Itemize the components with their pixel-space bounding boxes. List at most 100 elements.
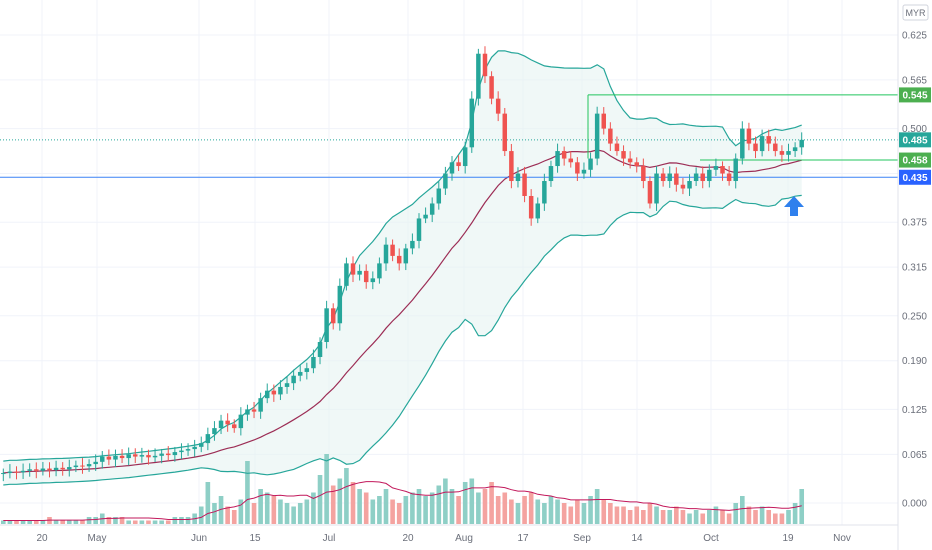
volume-bar: [304, 499, 310, 524]
y-tick-label: 0.625: [902, 31, 927, 42]
arrow-shape: [784, 196, 804, 216]
candle-body: [608, 128, 613, 144]
candle-body: [245, 409, 250, 415]
candle-body: [680, 184, 686, 189]
candle-body: [429, 203, 435, 215]
volume-bar: [198, 506, 204, 524]
volume-bar: [126, 520, 131, 524]
volume-bar: [119, 517, 125, 524]
volume-bar: [779, 513, 785, 524]
volume-bar: [575, 499, 580, 524]
volume-bar: [759, 506, 765, 524]
candle-body: [561, 151, 567, 159]
candle-body: [792, 147, 798, 152]
volume-bar: [7, 520, 13, 524]
x-tick-label: 20: [402, 533, 414, 544]
volume-bar: [185, 517, 191, 524]
candle-body: [693, 173, 699, 182]
candle-body: [218, 420, 224, 429]
volume-bar: [403, 496, 409, 524]
volume-bar: [80, 520, 85, 524]
volume-bar: [258, 489, 263, 524]
candle-body: [542, 181, 547, 204]
volume-bar: [66, 520, 72, 524]
candle-body: [93, 461, 98, 465]
volume-bar: [528, 492, 534, 524]
volume-bar: [231, 510, 237, 524]
candle-body: [304, 368, 310, 372]
y-tick-label: 0.190: [902, 356, 927, 367]
y-tick-label: 0.565: [902, 75, 927, 86]
candle-body: [291, 375, 296, 384]
moving-average-line: [3, 149, 802, 474]
volume-bar: [429, 492, 435, 524]
volume-bar: [733, 503, 739, 524]
candle-body: [251, 409, 257, 412]
volume-bar: [647, 503, 653, 524]
candle-body: [588, 158, 593, 170]
volume-moving-average: [3, 481, 802, 521]
volume-bar: [0, 520, 6, 524]
volume-bar: [561, 503, 567, 524]
volume-bar: [337, 478, 343, 524]
volume-bar: [746, 506, 752, 524]
volume-bar: [27, 520, 33, 524]
candle-body: [133, 454, 138, 457]
candle-body: [528, 195, 534, 219]
candle-body: [469, 98, 475, 148]
volume-bar: [660, 510, 666, 524]
candle-body: [462, 147, 468, 167]
volume-bar: [20, 520, 26, 524]
y-tick-label: 0.065: [902, 450, 927, 461]
volume-bar: [799, 489, 805, 524]
volume-bar: [245, 461, 250, 524]
price-tag-label: 0.485: [902, 135, 927, 146]
volume-bar: [60, 520, 65, 524]
candle-body: [231, 424, 237, 429]
volume-bar: [634, 506, 640, 524]
candle-body: [192, 446, 197, 450]
volume-bar: [377, 496, 382, 524]
volume-bar: [396, 503, 402, 524]
price-tag: 0.458: [899, 152, 931, 168]
x-tick-label: Oct: [703, 533, 719, 544]
candle-body: [172, 452, 178, 456]
volume-bar: [601, 499, 607, 524]
candle-body: [726, 173, 732, 182]
arrow-up-icon: [784, 196, 804, 216]
candle-body: [502, 113, 508, 152]
candle-body: [284, 383, 290, 387]
volume-bar: [53, 520, 59, 524]
candle-body: [700, 173, 705, 182]
candle-body: [47, 468, 52, 471]
volume-bar: [753, 510, 758, 524]
volume-bar: [462, 482, 468, 524]
volume-bar: [278, 499, 283, 524]
volume-bar: [165, 520, 171, 524]
candle-body: [495, 98, 501, 114]
candle-body: [199, 443, 204, 447]
candle-body: [707, 169, 712, 182]
candle-body: [594, 113, 600, 159]
volume-bar: [113, 517, 118, 524]
candle-body: [337, 285, 343, 324]
volume-bar: [515, 503, 521, 524]
volume-bar: [350, 482, 356, 524]
candle-body: [535, 203, 541, 219]
candle-body: [225, 420, 230, 425]
candle-body: [73, 465, 79, 468]
candle-body: [297, 371, 303, 376]
x-tick-label: 20: [36, 533, 48, 544]
price-tags: 0.545 0.485 0.458 0.435: [899, 87, 931, 185]
candle-body: [205, 434, 211, 444]
candle-body: [126, 454, 131, 459]
volume-bar: [482, 489, 488, 524]
time-axis: 20 May Jun 15 Jul 20 Aug 17 Sep 14 Oct 19 Nov: [36, 533, 850, 544]
candle-body: [179, 450, 184, 453]
volume-bar: [159, 520, 164, 524]
candle-body: [786, 151, 791, 155]
x-tick-label: 15: [249, 533, 261, 544]
volume-bar: [542, 503, 547, 524]
candle-body: [799, 139, 804, 148]
